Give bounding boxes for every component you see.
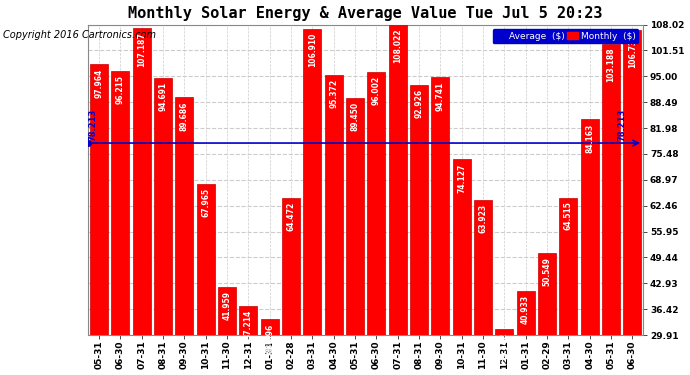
- Text: 97.964: 97.964: [95, 69, 103, 98]
- Bar: [453, 159, 471, 375]
- Text: 37.214: 37.214: [244, 310, 253, 339]
- Text: 89.686: 89.686: [180, 101, 189, 131]
- Text: 106.910: 106.910: [308, 33, 317, 67]
- Legend: Average  ($), Monthly  ($): Average ($), Monthly ($): [493, 29, 638, 44]
- Text: 106.731: 106.731: [628, 34, 637, 68]
- Text: 94.691: 94.691: [159, 81, 168, 111]
- Text: 96.215: 96.215: [116, 75, 125, 104]
- Bar: [495, 329, 513, 375]
- Bar: [239, 306, 257, 375]
- Text: Copyright 2016 Cartronics.com: Copyright 2016 Cartronics.com: [3, 30, 157, 40]
- Bar: [197, 184, 215, 375]
- Bar: [431, 77, 449, 375]
- Text: 64.515: 64.515: [564, 201, 573, 230]
- Text: 94.741: 94.741: [436, 81, 445, 111]
- Text: 89.450: 89.450: [351, 102, 359, 132]
- Title: Monthly Solar Energy & Average Value Tue Jul 5 20:23: Monthly Solar Energy & Average Value Tue…: [128, 6, 603, 21]
- Text: 74.127: 74.127: [457, 163, 466, 193]
- Bar: [602, 44, 620, 375]
- Text: 103.188: 103.188: [607, 48, 615, 82]
- Text: 41.959: 41.959: [222, 291, 232, 320]
- Text: 78.213: 78.213: [88, 109, 97, 141]
- Text: 84.163: 84.163: [585, 123, 594, 153]
- Text: 50.549: 50.549: [542, 257, 551, 286]
- Bar: [517, 291, 535, 375]
- Bar: [175, 98, 193, 375]
- Text: 78.213: 78.213: [617, 109, 626, 141]
- Bar: [324, 75, 343, 375]
- Bar: [282, 198, 300, 375]
- Text: 33.896: 33.896: [265, 323, 274, 352]
- Text: 40.933: 40.933: [521, 295, 530, 324]
- Bar: [538, 253, 556, 375]
- Bar: [474, 200, 492, 375]
- Bar: [346, 98, 364, 375]
- Text: 95.372: 95.372: [329, 79, 338, 108]
- Text: 64.472: 64.472: [286, 202, 295, 231]
- Bar: [304, 29, 322, 375]
- Bar: [218, 287, 236, 375]
- Text: 31.442: 31.442: [500, 333, 509, 362]
- Bar: [261, 319, 279, 375]
- Bar: [623, 30, 642, 375]
- Bar: [560, 198, 578, 375]
- Bar: [132, 28, 150, 375]
- Bar: [111, 72, 130, 375]
- Bar: [154, 78, 172, 375]
- Text: 67.965: 67.965: [201, 188, 210, 217]
- Text: 96.002: 96.002: [372, 76, 381, 105]
- Bar: [90, 64, 108, 375]
- Bar: [580, 119, 599, 375]
- Text: 108.022: 108.022: [393, 28, 402, 63]
- Text: 63.923: 63.923: [478, 204, 488, 233]
- Bar: [410, 84, 428, 375]
- Text: 107.187: 107.187: [137, 32, 146, 66]
- Bar: [367, 72, 386, 375]
- Bar: [388, 24, 406, 375]
- Text: 92.926: 92.926: [415, 88, 424, 118]
